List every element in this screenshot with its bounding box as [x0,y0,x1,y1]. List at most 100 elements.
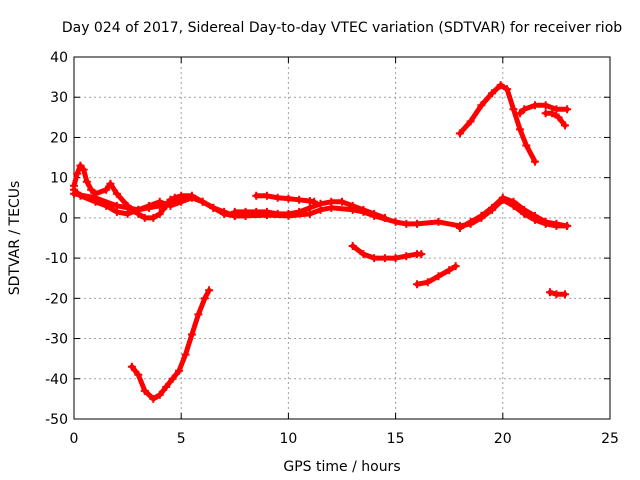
data-point [455,129,464,138]
y-tick-label: -10 [45,251,68,267]
data-point [73,169,82,178]
data-point [554,113,563,122]
tick-layer: 0 5 10 15 20 25 -50 -40 -30 -20 -10 0 10 20 30 40 [45,50,619,447]
y-tick-label: 40 [50,50,68,66]
data-point [477,211,486,220]
data-point [451,262,460,271]
data-point [175,366,184,375]
data-point [123,209,132,218]
data-point [563,221,572,230]
data-point [134,370,143,379]
data-point [209,203,218,212]
data-point [560,290,569,299]
data-point [187,191,196,200]
series-arc-3 [70,189,186,214]
data-point [541,101,550,110]
data-point [488,89,497,98]
data-point [445,266,454,275]
data-point [273,209,282,218]
data-point [413,219,422,228]
data-point [87,185,96,194]
series-layer [70,81,572,403]
data-point [391,217,400,226]
data-point [509,105,518,114]
data-point [530,157,539,166]
data-point [252,191,261,200]
data-point [220,207,229,216]
series-arc-10 [515,101,572,118]
data-point [284,194,293,203]
data-point [348,201,357,210]
series-arc-9 [455,81,539,166]
data-point [112,201,121,210]
data-point [70,181,78,190]
data-point [380,254,389,263]
series-line [457,82,538,165]
data-point [434,217,443,226]
data-point [82,177,91,186]
data-point [380,213,389,222]
data-point [548,109,557,118]
y-tick-label: -30 [45,332,68,348]
series-arc-13 [545,288,569,299]
data-point [230,207,239,216]
data-point [252,207,261,216]
data-point [262,207,271,216]
data-point [327,197,336,206]
data-point [198,197,207,206]
data-point [370,209,379,218]
series-arc-4 [127,286,214,403]
data-point [310,197,319,206]
y-tick-label: 10 [50,171,68,187]
data-point [338,197,346,206]
data-point [522,141,531,150]
series-line [129,287,212,402]
data-point [316,199,325,208]
chart-title: Day 024 of 2017, Sidereal Day-to-day VTE… [62,20,622,36]
data-point [187,330,196,339]
data-point [273,193,282,202]
y-tick-label: -50 [45,412,68,428]
data-point [488,203,497,212]
data-point [149,394,158,403]
data-point [515,109,524,118]
data-point [541,217,550,226]
data-point [168,374,177,383]
data-point [520,205,529,214]
data-point [530,211,539,220]
series-arc-12 [455,193,572,232]
data-point [181,350,190,359]
data-point [166,197,175,206]
data-point [520,105,529,114]
data-point [91,193,100,202]
data-point [241,207,250,216]
y-axis-label: SDTVAR / TECUs [7,181,23,296]
data-point [262,191,271,200]
data-point [106,179,115,188]
data-point [177,193,186,202]
data-point [102,185,111,194]
x-tick-label: 10 [279,431,297,447]
data-point [530,101,539,110]
data-point [417,250,426,259]
data-point [200,294,209,303]
x-tick-label: 5 [177,431,186,447]
data-point [391,254,400,263]
data-point [155,201,164,210]
data-point [359,250,368,259]
data-point [79,165,88,174]
data-point [466,217,475,226]
data-point [477,101,486,110]
data-point [149,213,158,222]
grid-layer [74,57,610,419]
data-point [370,254,379,263]
y-tick-label: 0 [59,211,68,227]
data-point [552,105,561,114]
data-point [140,213,149,222]
data-point [145,203,154,212]
series-arc-6 [252,191,319,206]
data-point [295,195,304,204]
data-point [70,189,78,198]
series-arc-7 [348,242,426,263]
